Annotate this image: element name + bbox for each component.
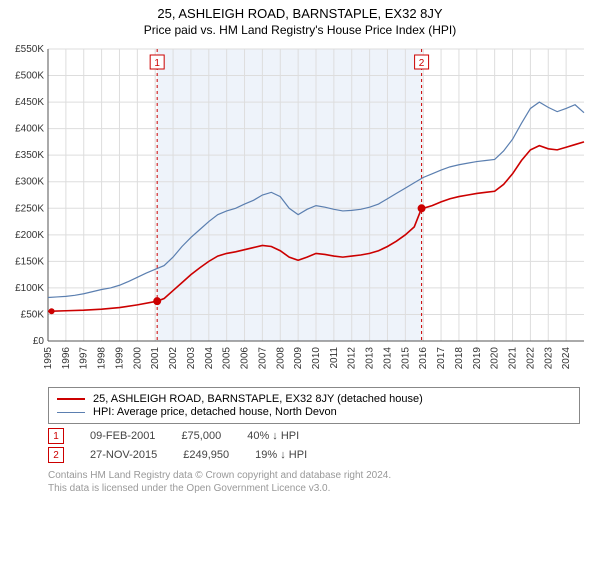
svg-text:1995: 1995 bbox=[43, 347, 54, 370]
annotation-marker: 1 bbox=[48, 428, 64, 444]
legend-item: 25, ASHLEIGH ROAD, BARNSTAPLE, EX32 8JY … bbox=[57, 393, 571, 405]
svg-text:2019: 2019 bbox=[472, 347, 483, 370]
annotation-date: 27-NOV-2015 bbox=[90, 449, 157, 461]
svg-text:2017: 2017 bbox=[436, 347, 447, 370]
svg-text:2002: 2002 bbox=[168, 347, 179, 370]
svg-text:£350K: £350K bbox=[15, 150, 44, 161]
svg-text:2008: 2008 bbox=[275, 347, 286, 370]
svg-text:1: 1 bbox=[154, 58, 160, 69]
svg-text:2: 2 bbox=[419, 58, 425, 69]
legend: 25, ASHLEIGH ROAD, BARNSTAPLE, EX32 8JY … bbox=[48, 387, 580, 424]
svg-text:£100K: £100K bbox=[15, 283, 44, 294]
legend-label: HPI: Average price, detached house, Nort… bbox=[93, 406, 337, 418]
svg-text:£400K: £400K bbox=[15, 124, 44, 135]
footer-line: This data is licensed under the Open Gov… bbox=[48, 482, 580, 495]
chart-title: 25, ASHLEIGH ROAD, BARNSTAPLE, EX32 8JY bbox=[0, 6, 600, 21]
svg-text:1997: 1997 bbox=[79, 347, 90, 370]
svg-text:2010: 2010 bbox=[311, 347, 322, 370]
annotation-row: 1 09-FEB-2001 £75,000 40% ↓ HPI bbox=[48, 428, 580, 444]
svg-text:£200K: £200K bbox=[15, 230, 44, 241]
annotation-delta: 40% ↓ HPI bbox=[247, 430, 299, 442]
svg-text:2016: 2016 bbox=[418, 347, 429, 370]
svg-text:2014: 2014 bbox=[382, 347, 393, 370]
svg-text:2004: 2004 bbox=[204, 347, 215, 370]
svg-text:£50K: £50K bbox=[21, 309, 45, 320]
svg-text:£500K: £500K bbox=[15, 71, 44, 82]
svg-text:2003: 2003 bbox=[186, 347, 197, 370]
svg-text:2024: 2024 bbox=[561, 347, 572, 370]
svg-text:£150K: £150K bbox=[15, 256, 44, 267]
svg-text:£300K: £300K bbox=[15, 177, 44, 188]
svg-text:2015: 2015 bbox=[400, 347, 411, 370]
svg-text:2006: 2006 bbox=[240, 347, 251, 370]
svg-text:£0: £0 bbox=[33, 336, 45, 347]
chart-subtitle: Price paid vs. HM Land Registry's House … bbox=[0, 23, 600, 37]
legend-swatch bbox=[57, 398, 85, 400]
svg-text:2001: 2001 bbox=[150, 347, 161, 370]
annotation-table: 1 09-FEB-2001 £75,000 40% ↓ HPI 2 27-NOV… bbox=[48, 428, 580, 463]
svg-text:2000: 2000 bbox=[132, 347, 143, 370]
svg-text:2012: 2012 bbox=[347, 347, 358, 370]
legend-label: 25, ASHLEIGH ROAD, BARNSTAPLE, EX32 8JY … bbox=[93, 393, 423, 405]
annotation-marker: 2 bbox=[48, 447, 64, 463]
line-chart: £0 £50K £100K £150K £200K £250K £300K £350K £400… bbox=[0, 43, 600, 383]
svg-text:£450K: £450K bbox=[15, 97, 44, 108]
annotation-delta: 19% ↓ HPI bbox=[255, 449, 307, 461]
svg-text:2023: 2023 bbox=[543, 347, 554, 370]
svg-text:2011: 2011 bbox=[329, 347, 340, 369]
footer: Contains HM Land Registry data © Crown c… bbox=[48, 469, 580, 495]
footer-line: Contains HM Land Registry data © Crown c… bbox=[48, 469, 580, 482]
legend-item: HPI: Average price, detached house, Nort… bbox=[57, 406, 571, 418]
svg-text:1999: 1999 bbox=[114, 347, 125, 370]
svg-text:1998: 1998 bbox=[97, 347, 108, 370]
svg-text:2005: 2005 bbox=[222, 347, 233, 370]
annotation-date: 09-FEB-2001 bbox=[90, 430, 155, 442]
svg-text:2020: 2020 bbox=[490, 347, 501, 370]
svg-text:1996: 1996 bbox=[61, 347, 72, 370]
chart-container: 25, ASHLEIGH ROAD, BARNSTAPLE, EX32 8JY … bbox=[0, 6, 600, 566]
annotation-price: £249,950 bbox=[183, 449, 229, 461]
legend-swatch bbox=[57, 412, 85, 413]
svg-text:2021: 2021 bbox=[508, 347, 519, 370]
svg-text:£550K: £550K bbox=[15, 44, 44, 55]
svg-text:2013: 2013 bbox=[365, 347, 376, 370]
svg-text:2018: 2018 bbox=[454, 347, 465, 370]
annotation-price: £75,000 bbox=[181, 430, 221, 442]
svg-text:2007: 2007 bbox=[257, 347, 268, 370]
svg-text:2009: 2009 bbox=[293, 347, 304, 370]
svg-text:2022: 2022 bbox=[525, 347, 536, 370]
annotation-row: 2 27-NOV-2015 £249,950 19% ↓ HPI bbox=[48, 447, 580, 463]
svg-text:£250K: £250K bbox=[15, 203, 44, 214]
